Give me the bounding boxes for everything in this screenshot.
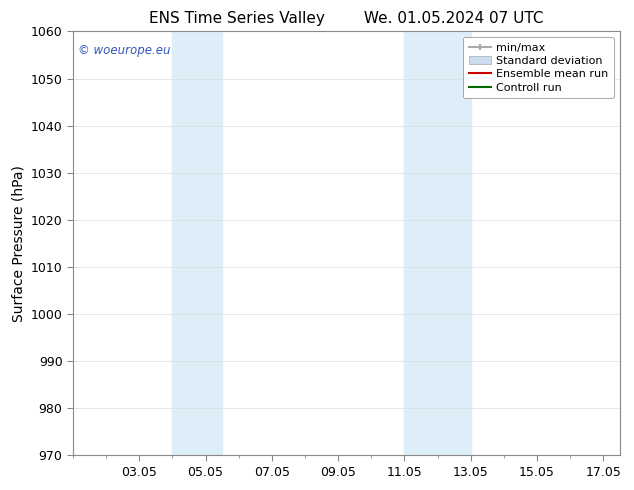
- Legend: min/max, Standard deviation, Ensemble mean run, Controll run: min/max, Standard deviation, Ensemble me…: [463, 37, 614, 98]
- Title: ENS Time Series Valley        We. 01.05.2024 07 UTC: ENS Time Series Valley We. 01.05.2024 07…: [149, 11, 543, 26]
- Bar: [404, 31, 470, 456]
- Bar: [172, 31, 222, 456]
- Text: © woeurope.eu: © woeurope.eu: [79, 44, 171, 57]
- Y-axis label: Surface Pressure (hPa): Surface Pressure (hPa): [11, 165, 25, 322]
